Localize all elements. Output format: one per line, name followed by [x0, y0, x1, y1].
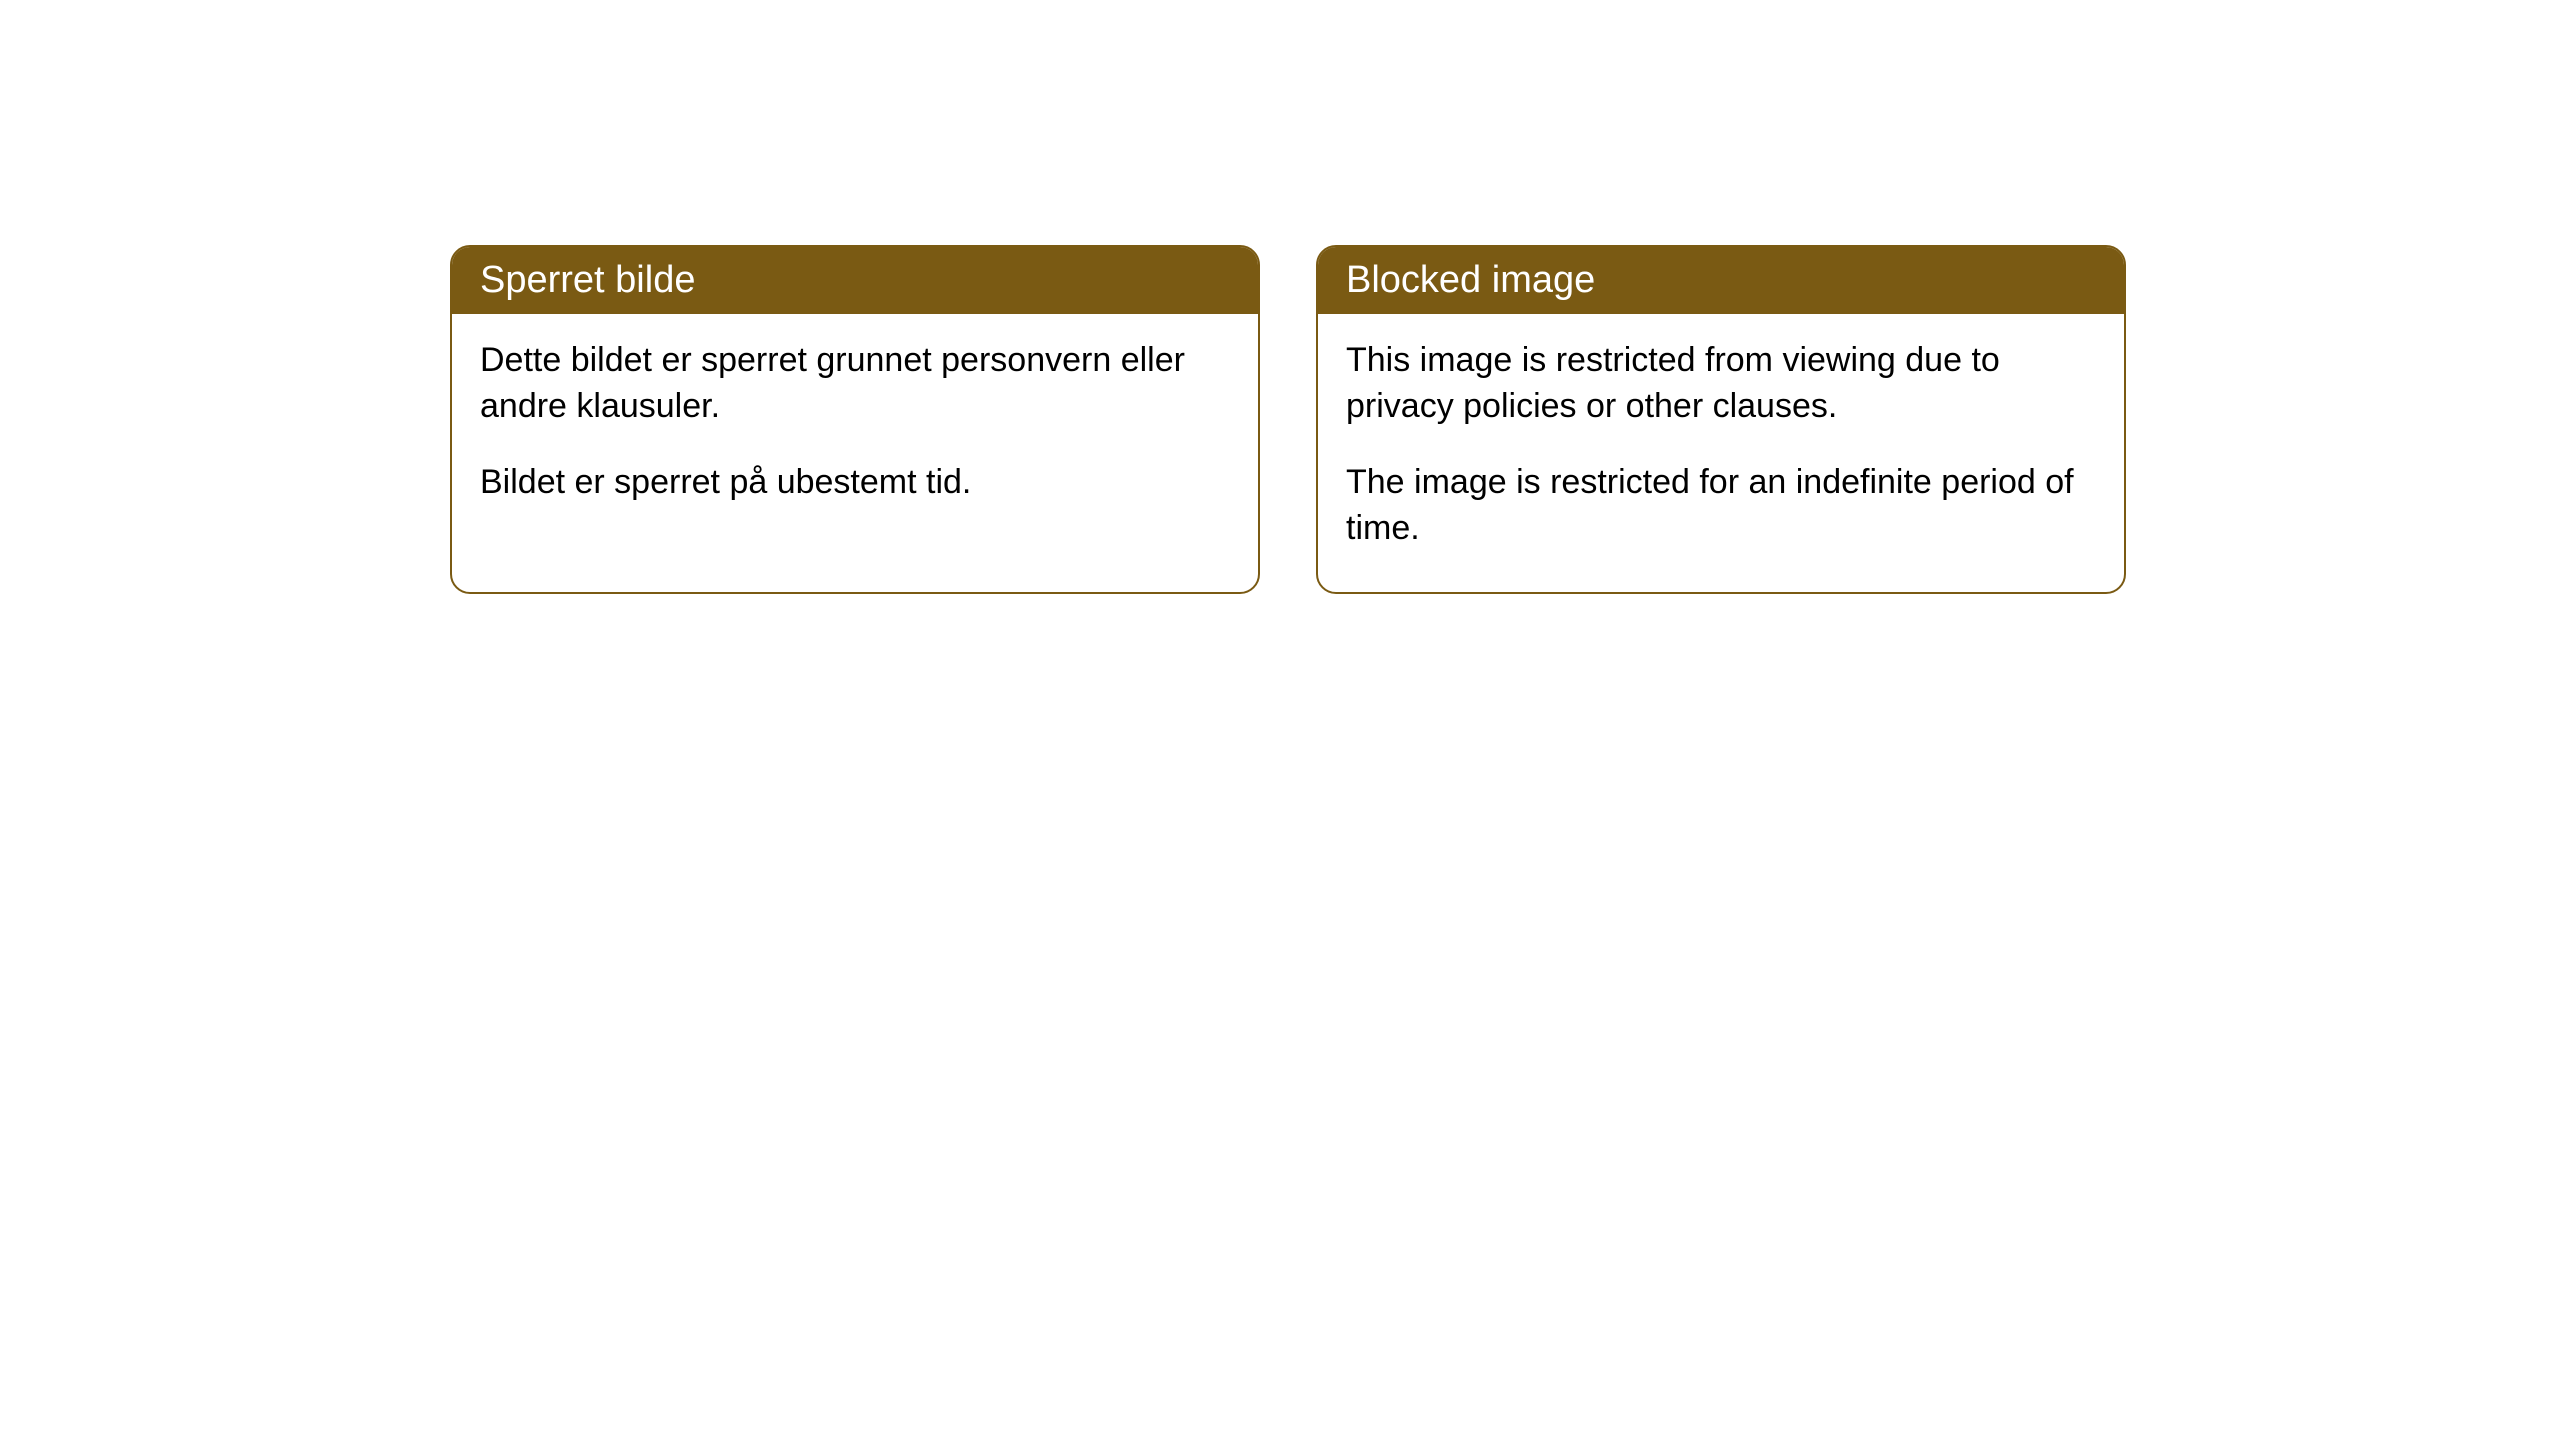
card-body: This image is restricted from viewing du… — [1318, 314, 2124, 592]
card-body: Dette bildet er sperret grunnet personve… — [452, 314, 1258, 546]
card-header: Sperret bilde — [452, 247, 1258, 314]
notice-cards-container: Sperret bilde Dette bildet er sperret gr… — [450, 245, 2126, 594]
card-paragraph: Bildet er sperret på ubestemt tid. — [480, 460, 1230, 506]
card-header: Blocked image — [1318, 247, 2124, 314]
notice-card-english: Blocked image This image is restricted f… — [1316, 245, 2126, 594]
notice-card-norwegian: Sperret bilde Dette bildet er sperret gr… — [450, 245, 1260, 594]
card-paragraph: Dette bildet er sperret grunnet personve… — [480, 338, 1230, 430]
card-paragraph: The image is restricted for an indefinit… — [1346, 460, 2096, 552]
card-paragraph: This image is restricted from viewing du… — [1346, 338, 2096, 430]
